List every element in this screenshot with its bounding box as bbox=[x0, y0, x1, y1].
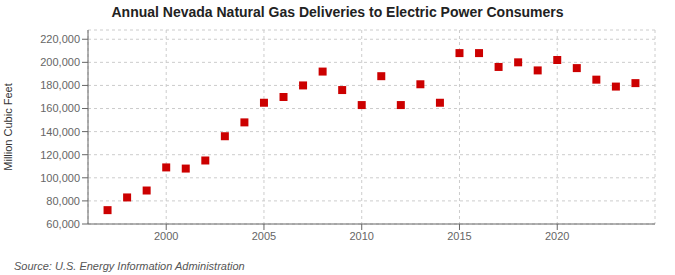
svg-text:Million Cubic Feet: Million Cubic Feet bbox=[8, 83, 14, 170]
svg-text:2015: 2015 bbox=[447, 230, 471, 242]
svg-text:2005: 2005 bbox=[252, 230, 276, 242]
svg-text:2020: 2020 bbox=[545, 230, 569, 242]
svg-text:220,000: 220,000 bbox=[40, 33, 80, 45]
html-text:Source: U.S. Energy Informatio: Source: U.S. Energy Information Administ… bbox=[14, 260, 245, 272]
html-text:Annual Nevada Natural Gas Deli: Annual Nevada Natural Gas Deliveries to … bbox=[111, 4, 564, 20]
svg-text:60,000: 60,000 bbox=[46, 218, 80, 230]
svg-text:180,000: 180,000 bbox=[40, 79, 80, 91]
svg-text:100,000: 100,000 bbox=[40, 172, 80, 184]
svg-text:2000: 2000 bbox=[154, 230, 178, 242]
svg-text:2010: 2010 bbox=[349, 230, 373, 242]
svg-text:200,000: 200,000 bbox=[40, 56, 80, 68]
svg-text:80,000: 80,000 bbox=[46, 195, 80, 207]
svg-text:120,000: 120,000 bbox=[40, 149, 80, 161]
svg-text:140,000: 140,000 bbox=[40, 126, 80, 138]
svg-text:160,000: 160,000 bbox=[40, 102, 80, 114]
